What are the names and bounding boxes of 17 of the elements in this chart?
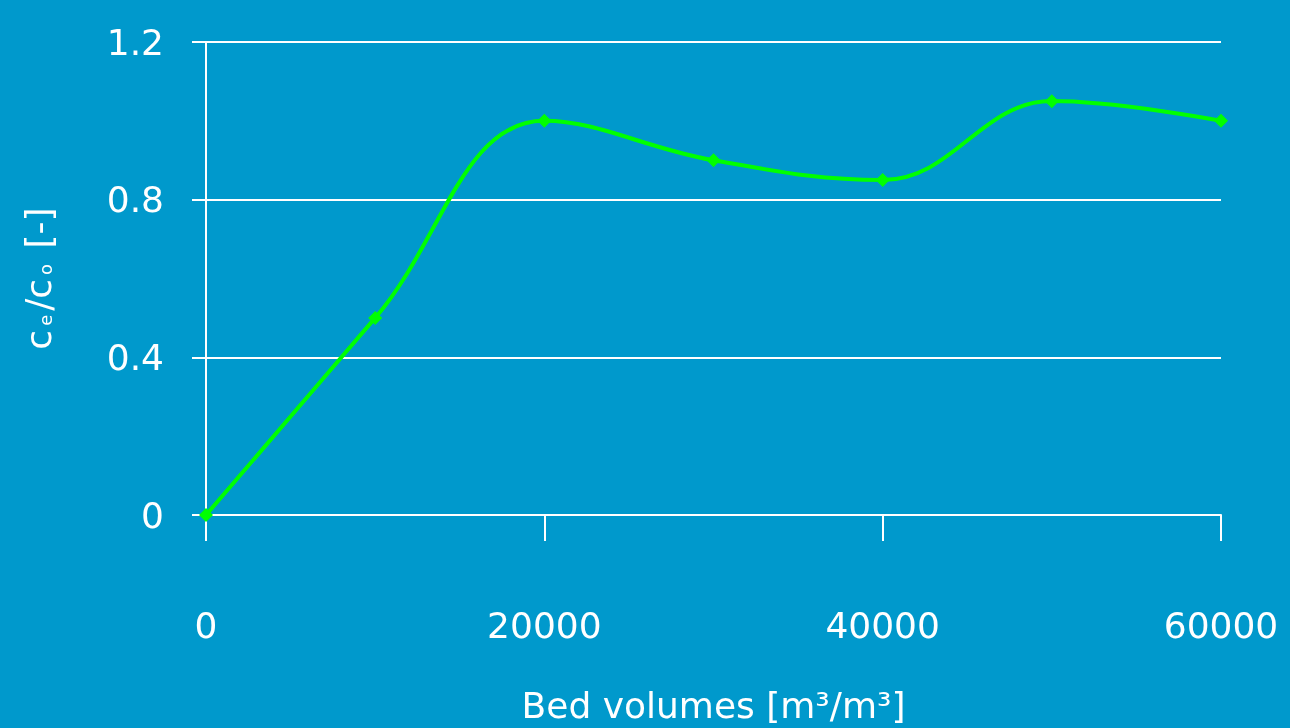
point <box>199 508 213 522</box>
y-axis-title: ce/co [-] <box>17 207 59 350</box>
y-tick-label: 0.8 <box>106 179 164 221</box>
y-tick-label: 1.2 <box>106 21 164 63</box>
point <box>1044 94 1059 109</box>
point <box>875 172 890 187</box>
x-axis-title: Bed volumes [m³/m³] <box>521 684 906 726</box>
point <box>1214 113 1228 128</box>
point <box>537 113 552 128</box>
point <box>706 153 721 168</box>
point <box>368 310 383 325</box>
x-tick-label: 60000 <box>1163 604 1279 646</box>
x-tick-label: 0 <box>194 604 218 646</box>
y-tick-label: 0.4 <box>106 336 164 378</box>
y-tick-label: 0 <box>141 494 164 536</box>
x-tick-label: 40000 <box>825 604 940 646</box>
x-tick-label: 20000 <box>487 604 602 646</box>
